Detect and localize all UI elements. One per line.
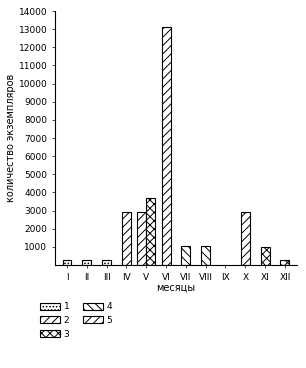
- Bar: [261, 247, 270, 265]
- Bar: [122, 212, 131, 265]
- Bar: [137, 212, 146, 265]
- Bar: [102, 259, 111, 265]
- Bar: [181, 246, 190, 265]
- Bar: [82, 259, 91, 265]
- Bar: [281, 259, 289, 265]
- Bar: [201, 246, 210, 265]
- Y-axis label: количество экземпляров: количество экземпляров: [6, 74, 16, 202]
- Bar: [162, 27, 170, 265]
- Bar: [62, 259, 71, 265]
- X-axis label: месяцы: месяцы: [156, 283, 196, 293]
- Bar: [241, 212, 250, 265]
- Legend: 1, 2, 3, 4, 5: 1, 2, 3, 4, 5: [40, 302, 112, 339]
- Bar: [146, 198, 155, 265]
